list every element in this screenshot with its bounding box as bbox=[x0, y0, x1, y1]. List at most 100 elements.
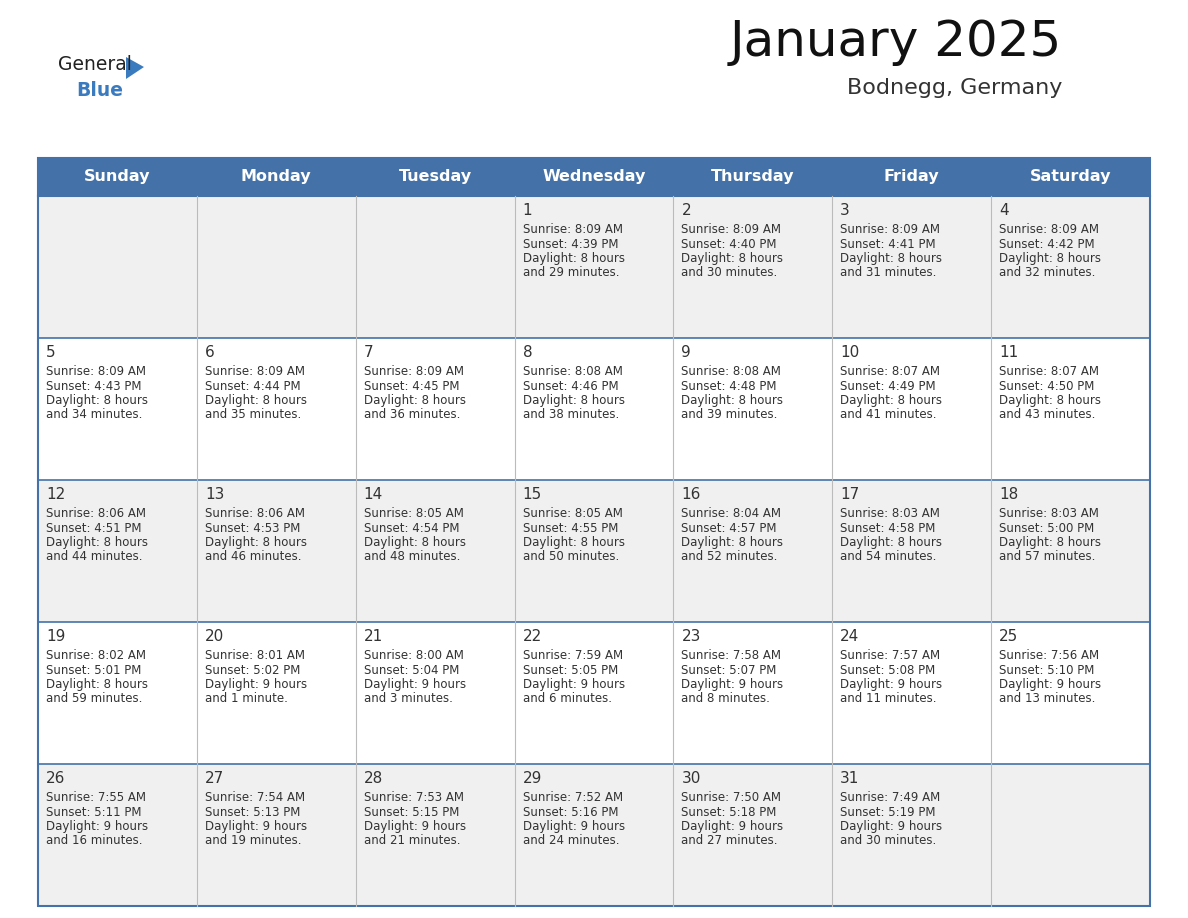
Text: Daylight: 9 hours: Daylight: 9 hours bbox=[204, 678, 307, 691]
Text: Daylight: 9 hours: Daylight: 9 hours bbox=[840, 678, 942, 691]
Text: Sunset: 4:41 PM: Sunset: 4:41 PM bbox=[840, 238, 936, 251]
Text: Sunrise: 7:59 AM: Sunrise: 7:59 AM bbox=[523, 649, 623, 662]
Text: and 39 minutes.: and 39 minutes. bbox=[682, 409, 778, 421]
Text: 15: 15 bbox=[523, 487, 542, 502]
Text: 23: 23 bbox=[682, 629, 701, 644]
Text: Sunrise: 7:50 AM: Sunrise: 7:50 AM bbox=[682, 791, 782, 804]
Text: and 46 minutes.: and 46 minutes. bbox=[204, 551, 302, 564]
Text: and 24 minutes.: and 24 minutes. bbox=[523, 834, 619, 847]
Text: Sunset: 5:01 PM: Sunset: 5:01 PM bbox=[46, 664, 141, 677]
Text: 24: 24 bbox=[840, 629, 860, 644]
Text: Thursday: Thursday bbox=[712, 170, 795, 185]
Text: Sunrise: 7:54 AM: Sunrise: 7:54 AM bbox=[204, 791, 305, 804]
Text: Sunrise: 8:09 AM: Sunrise: 8:09 AM bbox=[999, 223, 1099, 236]
Text: and 43 minutes.: and 43 minutes. bbox=[999, 409, 1095, 421]
Text: and 52 minutes.: and 52 minutes. bbox=[682, 551, 778, 564]
Text: Daylight: 9 hours: Daylight: 9 hours bbox=[364, 820, 466, 833]
Bar bbox=[833, 338, 991, 480]
Text: and 44 minutes.: and 44 minutes. bbox=[46, 551, 143, 564]
Text: 22: 22 bbox=[523, 629, 542, 644]
Text: 3: 3 bbox=[840, 203, 851, 218]
Text: Sunrise: 8:02 AM: Sunrise: 8:02 AM bbox=[46, 649, 146, 662]
Text: January 2025: January 2025 bbox=[729, 18, 1062, 66]
Text: 26: 26 bbox=[46, 771, 65, 786]
Text: Bodnegg, Germany: Bodnegg, Germany bbox=[847, 78, 1062, 98]
Text: Monday: Monday bbox=[241, 170, 311, 185]
Text: Daylight: 8 hours: Daylight: 8 hours bbox=[46, 678, 148, 691]
Bar bbox=[514, 338, 674, 480]
Bar bbox=[355, 338, 514, 480]
Text: and 35 minutes.: and 35 minutes. bbox=[204, 409, 301, 421]
Text: and 50 minutes.: and 50 minutes. bbox=[523, 551, 619, 564]
Text: Sunrise: 8:01 AM: Sunrise: 8:01 AM bbox=[204, 649, 305, 662]
Text: and 1 minute.: and 1 minute. bbox=[204, 692, 287, 706]
Text: and 30 minutes.: and 30 minutes. bbox=[682, 266, 778, 279]
Text: 20: 20 bbox=[204, 629, 225, 644]
Text: Sunset: 5:10 PM: Sunset: 5:10 PM bbox=[999, 664, 1094, 677]
Text: Sunset: 4:54 PM: Sunset: 4:54 PM bbox=[364, 521, 460, 534]
Text: 2: 2 bbox=[682, 203, 691, 218]
Bar bbox=[514, 196, 674, 338]
Text: 9: 9 bbox=[682, 345, 691, 360]
Bar bbox=[833, 480, 991, 622]
Text: Daylight: 9 hours: Daylight: 9 hours bbox=[682, 820, 784, 833]
Text: Sunset: 5:00 PM: Sunset: 5:00 PM bbox=[999, 521, 1094, 534]
Text: and 41 minutes.: and 41 minutes. bbox=[840, 409, 937, 421]
Bar bbox=[38, 158, 1150, 906]
Bar bbox=[674, 196, 833, 338]
Text: Sunday: Sunday bbox=[84, 170, 151, 185]
Text: Sunset: 4:39 PM: Sunset: 4:39 PM bbox=[523, 238, 618, 251]
Text: Sunrise: 8:09 AM: Sunrise: 8:09 AM bbox=[204, 365, 305, 378]
Text: and 16 minutes.: and 16 minutes. bbox=[46, 834, 143, 847]
Bar bbox=[355, 764, 514, 906]
Text: Sunset: 5:18 PM: Sunset: 5:18 PM bbox=[682, 805, 777, 819]
Text: 6: 6 bbox=[204, 345, 215, 360]
Text: Sunrise: 7:58 AM: Sunrise: 7:58 AM bbox=[682, 649, 782, 662]
Text: Sunrise: 7:49 AM: Sunrise: 7:49 AM bbox=[840, 791, 941, 804]
Text: Sunrise: 8:06 AM: Sunrise: 8:06 AM bbox=[46, 507, 146, 520]
Text: Sunset: 4:50 PM: Sunset: 4:50 PM bbox=[999, 379, 1094, 393]
Text: 30: 30 bbox=[682, 771, 701, 786]
Text: 27: 27 bbox=[204, 771, 225, 786]
Bar bbox=[38, 480, 197, 622]
Text: Daylight: 9 hours: Daylight: 9 hours bbox=[523, 678, 625, 691]
Text: Sunrise: 8:09 AM: Sunrise: 8:09 AM bbox=[523, 223, 623, 236]
Text: Daylight: 9 hours: Daylight: 9 hours bbox=[46, 820, 148, 833]
Text: 13: 13 bbox=[204, 487, 225, 502]
Text: Daylight: 9 hours: Daylight: 9 hours bbox=[364, 678, 466, 691]
Text: Sunset: 5:08 PM: Sunset: 5:08 PM bbox=[840, 664, 935, 677]
Text: 17: 17 bbox=[840, 487, 860, 502]
Text: Sunset: 4:44 PM: Sunset: 4:44 PM bbox=[204, 379, 301, 393]
Bar bbox=[38, 158, 1150, 196]
Text: Sunrise: 8:05 AM: Sunrise: 8:05 AM bbox=[364, 507, 463, 520]
Text: Sunset: 5:16 PM: Sunset: 5:16 PM bbox=[523, 805, 618, 819]
Bar bbox=[991, 764, 1150, 906]
Text: 1: 1 bbox=[523, 203, 532, 218]
Text: Sunrise: 8:06 AM: Sunrise: 8:06 AM bbox=[204, 507, 305, 520]
Bar bbox=[674, 338, 833, 480]
Text: Sunset: 4:58 PM: Sunset: 4:58 PM bbox=[840, 521, 936, 534]
Text: Daylight: 8 hours: Daylight: 8 hours bbox=[682, 252, 783, 265]
Text: Daylight: 8 hours: Daylight: 8 hours bbox=[682, 394, 783, 407]
Text: Sunset: 4:45 PM: Sunset: 4:45 PM bbox=[364, 379, 460, 393]
Text: Daylight: 8 hours: Daylight: 8 hours bbox=[840, 394, 942, 407]
Text: and 36 minutes.: and 36 minutes. bbox=[364, 409, 460, 421]
Text: Sunset: 5:02 PM: Sunset: 5:02 PM bbox=[204, 664, 301, 677]
Text: and 21 minutes.: and 21 minutes. bbox=[364, 834, 460, 847]
Text: Sunrise: 7:53 AM: Sunrise: 7:53 AM bbox=[364, 791, 463, 804]
Text: 28: 28 bbox=[364, 771, 383, 786]
Text: Sunset: 4:40 PM: Sunset: 4:40 PM bbox=[682, 238, 777, 251]
Text: Daylight: 8 hours: Daylight: 8 hours bbox=[999, 252, 1101, 265]
Bar bbox=[355, 196, 514, 338]
Text: Sunrise: 8:00 AM: Sunrise: 8:00 AM bbox=[364, 649, 463, 662]
Text: and 38 minutes.: and 38 minutes. bbox=[523, 409, 619, 421]
Text: Sunrise: 7:57 AM: Sunrise: 7:57 AM bbox=[840, 649, 941, 662]
Text: Sunset: 4:53 PM: Sunset: 4:53 PM bbox=[204, 521, 301, 534]
Text: Daylight: 9 hours: Daylight: 9 hours bbox=[999, 678, 1101, 691]
Text: Daylight: 9 hours: Daylight: 9 hours bbox=[840, 820, 942, 833]
Bar bbox=[197, 764, 355, 906]
Text: 11: 11 bbox=[999, 345, 1018, 360]
Bar bbox=[197, 480, 355, 622]
Text: Daylight: 8 hours: Daylight: 8 hours bbox=[999, 536, 1101, 549]
Text: 29: 29 bbox=[523, 771, 542, 786]
